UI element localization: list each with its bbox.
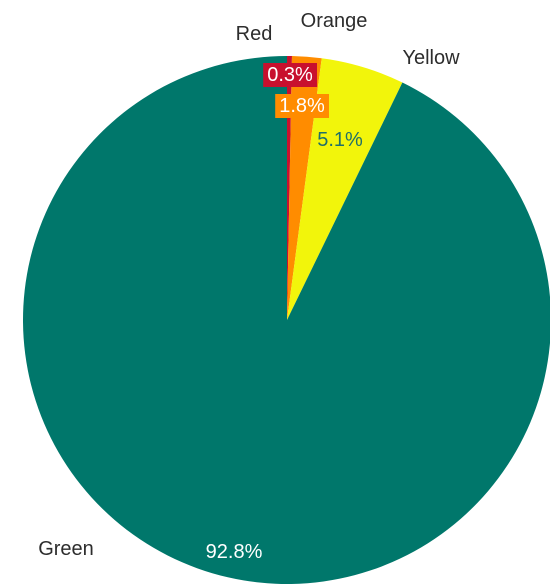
percent-text-green: 92.8% (206, 541, 263, 563)
pie-slices (23, 56, 550, 584)
percent-label-red: 0.3% (263, 63, 318, 87)
percent-text-orange: 1.8% (279, 95, 325, 117)
percent-box-orange (275, 94, 330, 118)
percent-text-red: 0.3% (267, 64, 313, 86)
pie-slice-yellow (287, 58, 403, 320)
pie-slice-green (23, 56, 550, 584)
percent-label-green: 92.8% (206, 541, 263, 563)
slice-label-orange: Orange (301, 10, 368, 32)
slice-label-green: Green (38, 538, 94, 560)
percent-label-orange: 1.8% (275, 94, 330, 118)
pie-slice-red (287, 56, 292, 320)
percent-box-yellow (313, 128, 368, 152)
percent-label-yellow: 5.1% (313, 128, 368, 152)
slice-label-yellow: Yellow (402, 47, 460, 69)
pie-slice-orange (287, 56, 322, 320)
slice-label-red: Red (236, 23, 273, 45)
percent-box-red (263, 63, 318, 87)
percent-text-yellow: 5.1% (317, 129, 363, 151)
pie-labels: Red 0.3% Orange 1.8% Yellow 5.1% Green 92.8% (38, 10, 460, 563)
